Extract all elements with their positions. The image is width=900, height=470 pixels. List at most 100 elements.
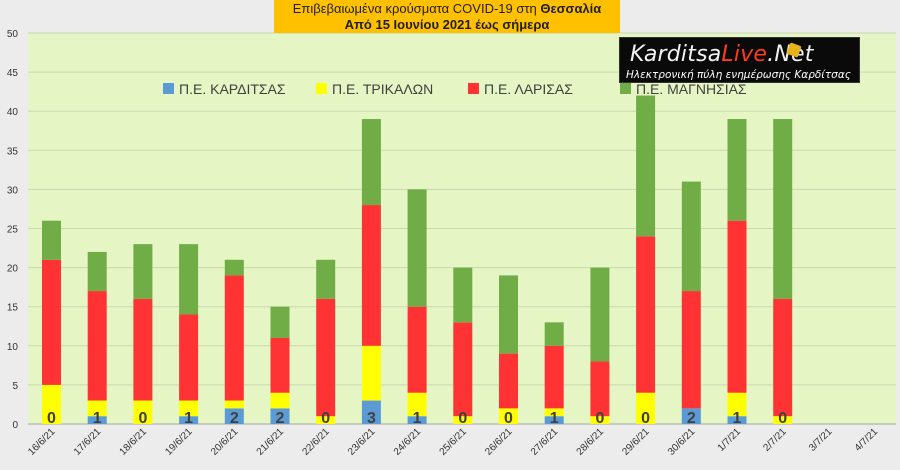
bar-segment-s2-c6	[316, 298, 336, 417]
bar-segment-s3-c4	[224, 259, 244, 276]
legend-label-2: Π.Ε. ΛΑΡΙΣΑΣ	[484, 81, 573, 97]
bar-segment-s3-c0	[42, 220, 61, 260]
bar-segment-s2-c1	[87, 291, 107, 401]
legend-swatch-2	[468, 83, 479, 94]
bar-segment-s1-c3	[179, 400, 199, 417]
chart-title-region: Θεσσαλία	[540, 1, 602, 16]
bar-segment-s3-c16	[773, 119, 793, 299]
legend-swatch-3	[620, 83, 631, 94]
x-tick-label: 17/6/21	[72, 426, 104, 458]
bar-segment-s3-c14	[681, 181, 701, 292]
bar-segment-s2-c4	[224, 275, 244, 401]
x-tick-label: 30/6/21	[666, 426, 698, 458]
x-tick-label: 25/6/21	[438, 426, 470, 458]
x-tick-label: 22/6/21	[300, 426, 332, 458]
bar-segment-s2-c2	[133, 298, 153, 401]
bar-segment-s1-c10	[499, 408, 518, 424]
legend-label-0: Π.Ε. ΚΑΡΔΙΤΣΑΣ	[179, 81, 286, 97]
data-label-11: 1	[550, 410, 559, 427]
bar-segment-s0-c4	[224, 408, 244, 424]
bar-segment-s2-c14	[681, 291, 701, 409]
data-label-3: 1	[184, 410, 193, 427]
bar-segment-s1-c6	[316, 416, 336, 424]
bar-segment-s0-c1	[87, 416, 107, 424]
bar-segment-s2-c12	[590, 361, 610, 417]
bar-segment-s0-c5	[270, 408, 290, 424]
x-tick-label: 27/6/21	[529, 426, 561, 458]
x-tick-label: 26/6/21	[483, 426, 515, 458]
bar-segment-s3-c7	[361, 119, 381, 206]
y-tick-label: 5	[12, 381, 18, 392]
chart-title-box: Επιβεβαιωμένα κρούσματα COVID-19 στη Θεσ…	[274, 0, 620, 33]
data-label-14: 2	[687, 410, 696, 427]
bar-segment-s2-c11	[544, 345, 564, 409]
bar-segment-s3-c11	[544, 322, 564, 346]
x-tick-label: 23/6/21	[346, 426, 378, 458]
y-tick-label: 0	[12, 420, 18, 431]
y-tick-label: 40	[7, 107, 19, 118]
bar-segment-s3-c9	[453, 267, 473, 323]
data-label-4: 2	[230, 410, 239, 427]
bar-segment-s1-c9	[453, 416, 473, 424]
bar-segment-s1-c1	[87, 400, 107, 417]
bar-segment-s0-c8	[407, 416, 427, 424]
bar-segment-s3-c15	[727, 119, 747, 221]
x-tick-label: 28/6/21	[575, 426, 607, 458]
bar-segment-s2-c15	[727, 220, 747, 393]
data-label-1: 1	[93, 410, 102, 427]
bar-segment-s2-c13	[636, 236, 656, 393]
x-tick-label: 16/6/21	[26, 426, 58, 458]
data-label-10: 0	[504, 410, 513, 427]
bar-segment-s2-c16	[773, 298, 793, 417]
bar-segment-s3-c6	[316, 259, 336, 299]
bar-segment-s3-c2	[133, 244, 153, 299]
data-label-8: 1	[413, 410, 422, 427]
bar-segment-s1-c2	[133, 400, 153, 424]
bar-segment-s3-c12	[590, 267, 610, 362]
chart-title: Επιβεβαιωμένα κρούσματα COVID-19 στη Θεσ…	[274, 1, 620, 17]
chart-title-prefix: Επιβεβαιωμένα κρούσματα COVID-19 στη	[292, 1, 541, 16]
bar-segment-s1-c16	[773, 416, 793, 424]
bar-segment-s3-c5	[270, 306, 290, 338]
data-label-9: 0	[458, 410, 467, 427]
karditsalive-logo: KarditsaLive.Net Ηλεκτρονική πύλη ενημέρ…	[619, 37, 860, 83]
bar-segment-s0-c15	[727, 416, 747, 424]
data-label-0: 0	[47, 410, 56, 427]
y-tick-label: 20	[7, 264, 19, 275]
bar-segment-s0-c14	[681, 408, 701, 424]
bar-segment-s0-c7	[361, 400, 381, 424]
y-tick-label: 15	[7, 303, 19, 314]
y-tick-label: 30	[7, 185, 19, 196]
y-tick-label: 25	[7, 225, 19, 236]
x-tick-label: 29/6/21	[620, 426, 652, 458]
data-label-12: 0	[595, 410, 604, 427]
legend-swatch-0	[163, 83, 174, 94]
bar-segment-s2-c7	[361, 205, 381, 346]
bar-segment-s2-c9	[453, 322, 473, 417]
bar-segment-s1-c5	[270, 392, 290, 409]
data-label-5: 2	[276, 410, 285, 427]
bar-segment-s1-c13	[636, 392, 656, 424]
bar-segment-s1-c12	[590, 416, 610, 424]
data-label-7: 3	[367, 410, 376, 427]
bar-segment-s3-c10	[499, 275, 518, 354]
bar-segment-s3-c1	[87, 251, 107, 292]
x-tick-label: 4/7/21	[853, 426, 881, 454]
x-tick-label: 20/6/21	[209, 426, 241, 458]
bar-segment-s3-c3	[179, 244, 199, 315]
data-label-6: 0	[321, 410, 330, 427]
x-tick-label: 21/6/21	[255, 426, 287, 458]
bar-segment-s2-c10	[499, 353, 518, 409]
y-tick-label: 45	[7, 68, 19, 79]
bar-segment-s2-c0	[42, 259, 61, 385]
bar-segment-s1-c15	[727, 392, 747, 417]
bar-segment-s0-c11	[544, 416, 564, 424]
bar-segment-s1-c0	[42, 384, 61, 424]
bar-segment-s2-c3	[179, 314, 199, 401]
bar-segment-s3-c13	[636, 95, 656, 237]
bar-segment-s1-c4	[224, 400, 244, 409]
legend-label-3: Π.Ε. ΜΑΓΝΗΣΙΑΣ	[636, 81, 747, 97]
x-tick-label: 2/7/21	[761, 426, 789, 454]
bar-segment-s2-c5	[270, 337, 290, 393]
